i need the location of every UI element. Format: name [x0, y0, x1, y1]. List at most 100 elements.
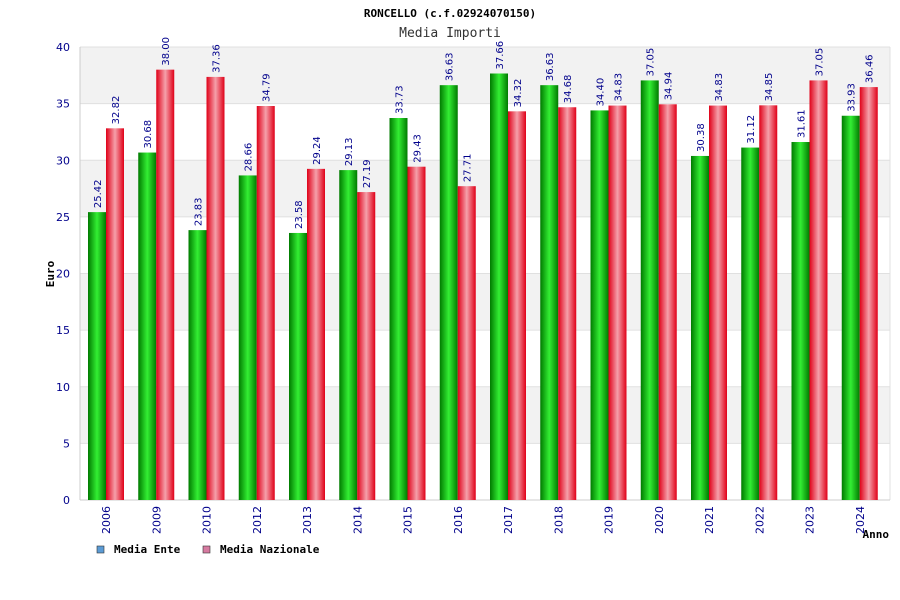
bars [88, 69, 878, 501]
value-labels: 25.42 32.82 30.68 38.00 23.83 37.36 28.66 34.79… [93, 37, 876, 229]
bar-media-nazionale-2023 [809, 80, 828, 500]
bar-media-nazionale-2019 [608, 105, 627, 501]
value-label-media-ente-2013: 23.58 [294, 200, 305, 229]
value-label-media-nazionale-2015: 29.43 [413, 134, 424, 163]
bar-media-ente-2012 [238, 175, 257, 500]
y-tick-label: 30 [56, 154, 70, 167]
bar-media-ente-2017 [490, 73, 508, 501]
bar-media-nazionale-2010 [206, 76, 225, 500]
x-axis-label: Anno [863, 528, 890, 541]
x-tick-label-2014: 2014 [351, 506, 364, 534]
bar-media-ente-2010 [188, 230, 207, 500]
bar-media-nazionale-2020 [658, 104, 677, 500]
y-tick-label: 0 [63, 494, 70, 507]
value-label-media-nazionale-2012: 34.79 [262, 73, 273, 102]
y-tick-label: 25 [56, 211, 70, 224]
x-tick-label-2022: 2022 [753, 506, 766, 534]
value-label-media-nazionale-2006: 32.82 [111, 96, 122, 125]
y-tick-label: 15 [56, 324, 70, 337]
bar-media-nazionale-2009 [156, 69, 175, 501]
bar-media-nazionale-2013 [307, 168, 325, 500]
bar-media-ente-2020 [640, 80, 659, 500]
bar-media-ente-2024 [841, 115, 860, 501]
value-label-media-ente-2009: 30.68 [143, 120, 154, 149]
value-label-media-nazionale-2016: 27.71 [463, 154, 474, 183]
bar-media-ente-2022 [741, 147, 760, 501]
chart-subtitle: Media Importi [399, 26, 501, 41]
bar-media-ente-2019 [590, 110, 609, 501]
y-tick-label: 35 [56, 98, 70, 111]
bar-media-ente-2016 [439, 85, 458, 500]
value-label-media-ente-2015: 33.73 [395, 85, 406, 114]
bar-media-nazionale-2024 [859, 87, 878, 500]
x-axis-ticks: 2006 2009 2010 2012 2013 2014 2015 2016 2017 2018… [100, 506, 867, 534]
bar-media-nazionale-2018 [558, 107, 577, 501]
bar-media-ente-2006 [88, 212, 106, 500]
bar-media-nazionale-2012 [256, 106, 275, 501]
value-label-media-ente-2010: 23.83 [194, 197, 205, 226]
value-label-media-ente-2019: 34.40 [596, 78, 607, 107]
x-tick-label-2017: 2017 [502, 506, 515, 534]
value-label-media-ente-2014: 29.13 [344, 137, 355, 166]
value-label-media-nazionale-2024: 36.46 [865, 54, 876, 83]
bar-media-nazionale-2014 [357, 192, 376, 501]
y-tick-label: 10 [56, 381, 70, 394]
value-label-media-ente-2018: 36.63 [545, 53, 556, 82]
value-label-media-nazionale-2013: 29.24 [312, 136, 323, 165]
bar-media-ente-2013 [289, 232, 307, 501]
y-axis-label: Euro [44, 260, 57, 287]
bar-media-ente-2021 [691, 155, 709, 500]
x-tick-label-2018: 2018 [552, 506, 565, 534]
value-label-media-nazionale-2017: 34.32 [513, 79, 524, 108]
value-label-media-nazionale-2023: 37.05 [815, 48, 826, 77]
x-tick-label-2013: 2013 [301, 506, 314, 534]
value-label-media-nazionale-2021: 34.83 [714, 73, 725, 102]
x-tick-label-2006: 2006 [100, 506, 113, 534]
x-tick-label-2010: 2010 [201, 506, 214, 534]
value-label-media-ente-2020: 37.05 [646, 48, 657, 77]
legend-label-media-ente: Media Ente [114, 543, 181, 556]
x-tick-label-2023: 2023 [804, 506, 817, 534]
value-label-media-ente-2021: 30.38 [696, 123, 707, 152]
bar-media-ente-2018 [540, 85, 559, 500]
y-tick-label: 20 [56, 268, 70, 281]
value-label-media-ente-2006: 25.42 [93, 179, 104, 208]
bar-media-nazionale-2015 [407, 166, 426, 500]
y-axis-ticks: 0 5 10 15 20 25 30 35 40 [56, 41, 70, 507]
y-tick-label: 40 [56, 41, 70, 54]
x-tick-label-2019: 2019 [603, 506, 616, 534]
bar-media-nazionale-2006 [106, 128, 124, 500]
x-tick-label-2021: 2021 [703, 506, 716, 534]
bar-media-nazionale-2017 [508, 111, 526, 501]
x-tick-label-2015: 2015 [402, 506, 415, 534]
x-tick-label-2012: 2012 [251, 506, 264, 534]
bar-media-ente-2023 [791, 142, 810, 500]
bar-media-nazionale-2021 [709, 105, 727, 501]
legend-swatch-media-ente [96, 545, 105, 554]
bar-media-nazionale-2016 [457, 186, 476, 500]
x-tick-label-2024: 2024 [854, 506, 867, 534]
legend: Media Ente Media Nazionale [96, 543, 320, 556]
bar-media-ente-2015 [389, 118, 408, 500]
bar-media-ente-2014 [339, 170, 358, 500]
x-tick-label-2009: 2009 [150, 506, 163, 534]
x-tick-label-2016: 2016 [452, 506, 465, 534]
legend-swatch-media-nazionale [202, 545, 211, 554]
value-label-media-nazionale-2010: 37.36 [212, 44, 223, 73]
value-label-media-nazionale-2022: 34.85 [764, 73, 775, 102]
value-label-media-nazionale-2014: 27.19 [362, 159, 373, 188]
value-label-media-ente-2016: 36.63 [445, 53, 456, 82]
value-label-media-ente-2017: 37.66 [495, 41, 506, 70]
x-tick-label-2020: 2020 [653, 506, 666, 534]
value-label-media-nazionale-2009: 38.00 [161, 37, 172, 66]
value-label-media-ente-2024: 33.93 [847, 83, 858, 112]
value-label-media-nazionale-2019: 34.83 [614, 73, 625, 102]
bar-media-nazionale-2022 [759, 105, 778, 500]
value-label-media-ente-2023: 31.61 [797, 109, 808, 138]
chart-title: RONCELLO (c.f.02924070150) [364, 7, 536, 20]
legend-label-media-nazionale: Media Nazionale [220, 543, 320, 556]
value-label-media-ente-2012: 28.66 [244, 143, 255, 172]
value-label-media-nazionale-2018: 34.68 [563, 75, 574, 104]
y-tick-label: 5 [63, 437, 70, 450]
